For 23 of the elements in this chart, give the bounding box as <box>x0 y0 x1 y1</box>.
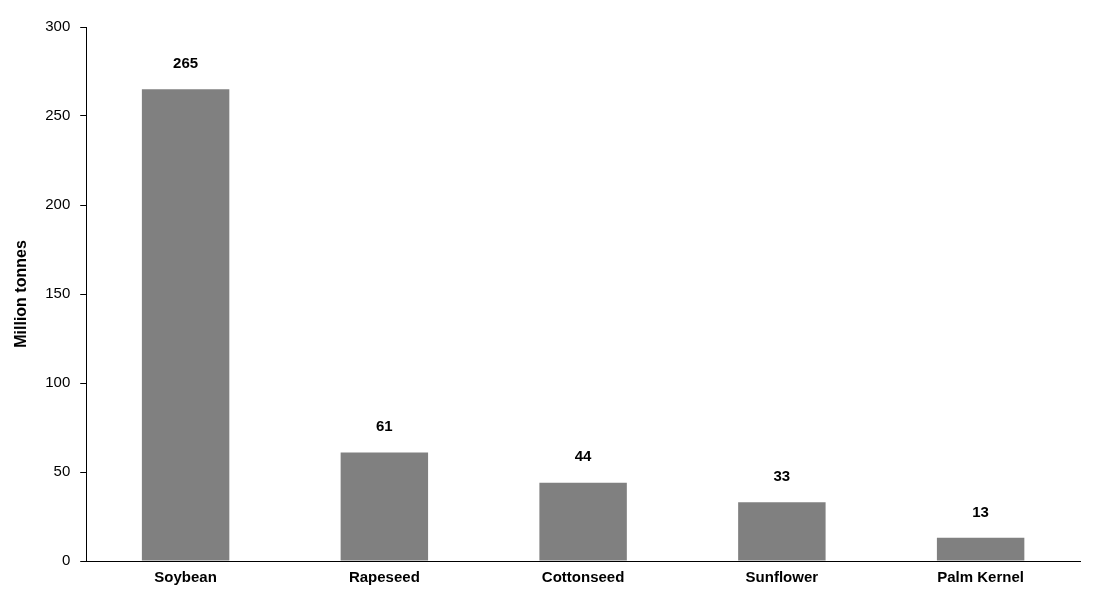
data-label: 61 <box>376 417 393 435</box>
y-tick-label: 0 <box>61 551 71 569</box>
y-axis-title: Million tonnes <box>12 240 30 348</box>
y-tick-label: 150 <box>45 284 71 302</box>
y-tick-label: 250 <box>45 106 71 124</box>
bar <box>738 502 826 561</box>
x-tick-label: Rapeseed <box>348 568 420 586</box>
data-label: 265 <box>173 53 199 71</box>
x-tick-label: Sunflower <box>745 568 819 586</box>
data-label: 33 <box>773 466 791 484</box>
y-tick-label: 300 <box>45 17 71 35</box>
bar <box>141 89 230 561</box>
y-tick-label: 50 <box>53 462 71 480</box>
x-tick-label: Palm Kernel <box>937 568 1024 586</box>
data-label: 44 <box>574 447 593 465</box>
y-tick-label: 100 <box>45 373 71 391</box>
bar <box>539 482 627 561</box>
x-tick-label: Cottonseed <box>541 568 625 586</box>
y-tick-label: 200 <box>45 195 71 213</box>
data-label: 13 <box>972 502 989 520</box>
x-tick-label: Soybean <box>154 568 217 586</box>
bar <box>936 537 1025 561</box>
bar <box>340 452 429 561</box>
